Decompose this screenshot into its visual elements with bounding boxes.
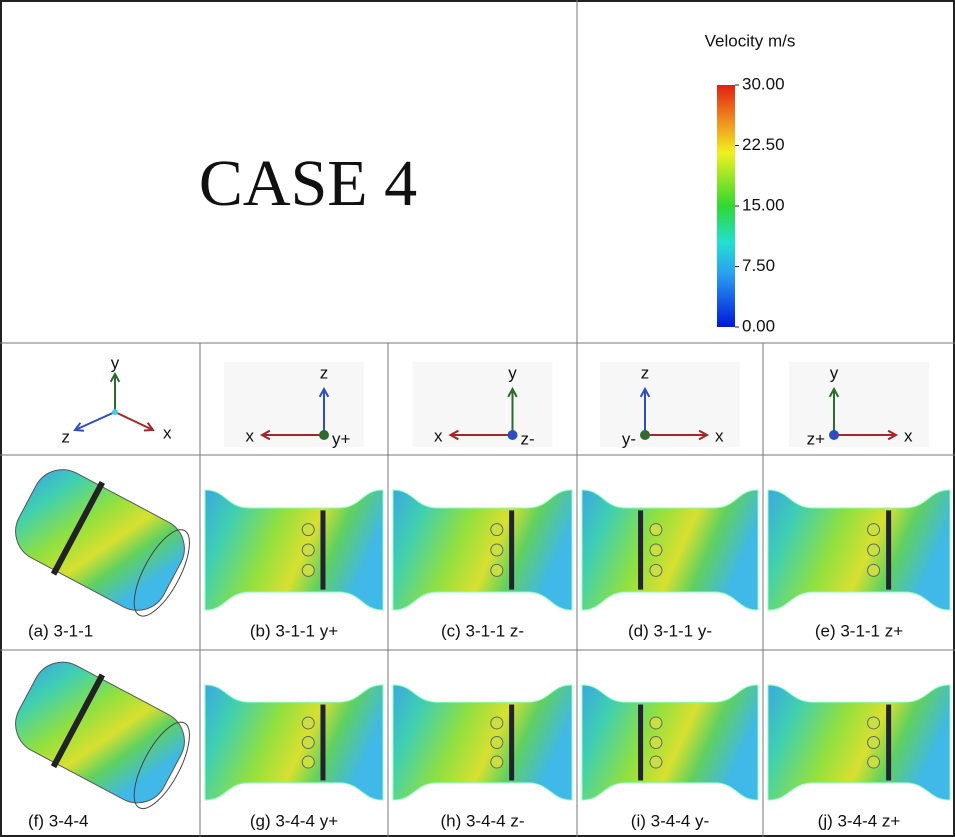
axis-label: z (320, 363, 329, 382)
hole (868, 564, 880, 576)
model-3d (3, 648, 202, 820)
colorbar (717, 85, 735, 327)
colorbar-label: 22.50 (742, 135, 785, 154)
hole (650, 756, 662, 768)
caption: (a) 3-1-1 (28, 621, 93, 640)
colorbar-label: 30.00 (742, 74, 785, 93)
caption: (d) 3-1-1 y- (628, 621, 712, 640)
baffle (638, 510, 643, 589)
caption: (e) 3-1-1 z+ (815, 621, 903, 640)
axis-arrow (115, 412, 153, 430)
hole (302, 524, 314, 536)
axis-label: x (434, 426, 443, 445)
baffle (886, 705, 891, 781)
flow-body (582, 490, 758, 610)
hole (491, 756, 503, 768)
flow-body (582, 685, 758, 800)
axis-label: z (62, 427, 71, 446)
baffle (638, 705, 643, 781)
origin (508, 430, 518, 440)
axis-label: y (111, 353, 120, 372)
flow-body (205, 685, 383, 800)
colorbar-label: 0.00 (742, 316, 775, 335)
origin (112, 409, 118, 415)
caption: (h) 3-4-4 z- (440, 811, 524, 830)
caption: (c) 3-1-1 z- (441, 621, 524, 640)
caption: (i) 3-4-4 y- (631, 811, 709, 830)
model-3d (3, 456, 202, 628)
hole (868, 737, 880, 749)
axis-label: z (641, 363, 650, 382)
baffle (509, 510, 514, 589)
axis-label: y- (622, 429, 636, 448)
hole (650, 564, 662, 576)
hole (491, 524, 503, 536)
origin (640, 430, 650, 440)
hole (491, 544, 503, 556)
axis-label: x (163, 423, 172, 442)
flow-body (768, 685, 950, 800)
baffle (320, 510, 325, 589)
hole (491, 717, 503, 729)
axis-arrow (75, 412, 115, 430)
origin (319, 430, 329, 440)
axis-label: z- (521, 429, 535, 448)
baffle (509, 705, 514, 781)
hole (491, 564, 503, 576)
colorbar-title: Velocity m/s (705, 31, 796, 50)
origin (829, 430, 839, 440)
hole (868, 717, 880, 729)
baffle (886, 510, 891, 589)
flow-body (205, 490, 383, 610)
hole (868, 544, 880, 556)
axis-label: x (246, 426, 255, 445)
caption: (f) 3-4-4 (28, 811, 88, 830)
hole (302, 564, 314, 576)
axis-label: y+ (332, 429, 351, 448)
hole (302, 717, 314, 729)
flow-body (393, 685, 572, 800)
caption: (b) 3-1-1 y+ (250, 621, 338, 640)
flow-body (768, 490, 950, 610)
flow-body (393, 490, 572, 610)
hole (650, 737, 662, 749)
hole (650, 524, 662, 536)
case-title: CASE 4 (199, 147, 417, 220)
caption: (g) 3-4-4 y+ (250, 811, 338, 830)
hole (650, 544, 662, 556)
hole (491, 737, 503, 749)
axis-label: y (830, 363, 839, 382)
hole (302, 544, 314, 556)
colorbar-label: 15.00 (742, 195, 785, 214)
hole (868, 524, 880, 536)
hole (650, 717, 662, 729)
hole (302, 756, 314, 768)
axis-label: x (904, 426, 913, 445)
hole (302, 737, 314, 749)
hole (868, 756, 880, 768)
figure: CASE 4 Velocity m/s 30.00 22.50 15.00 7.50 0… (0, 0, 955, 837)
axis-label: z+ (807, 429, 826, 448)
colorbar-label: 7.50 (742, 256, 775, 275)
baffle (320, 705, 325, 781)
axis-label: x (715, 426, 724, 445)
axis-label: y (508, 363, 517, 382)
caption: (j) 3-4-4 z+ (818, 811, 901, 830)
